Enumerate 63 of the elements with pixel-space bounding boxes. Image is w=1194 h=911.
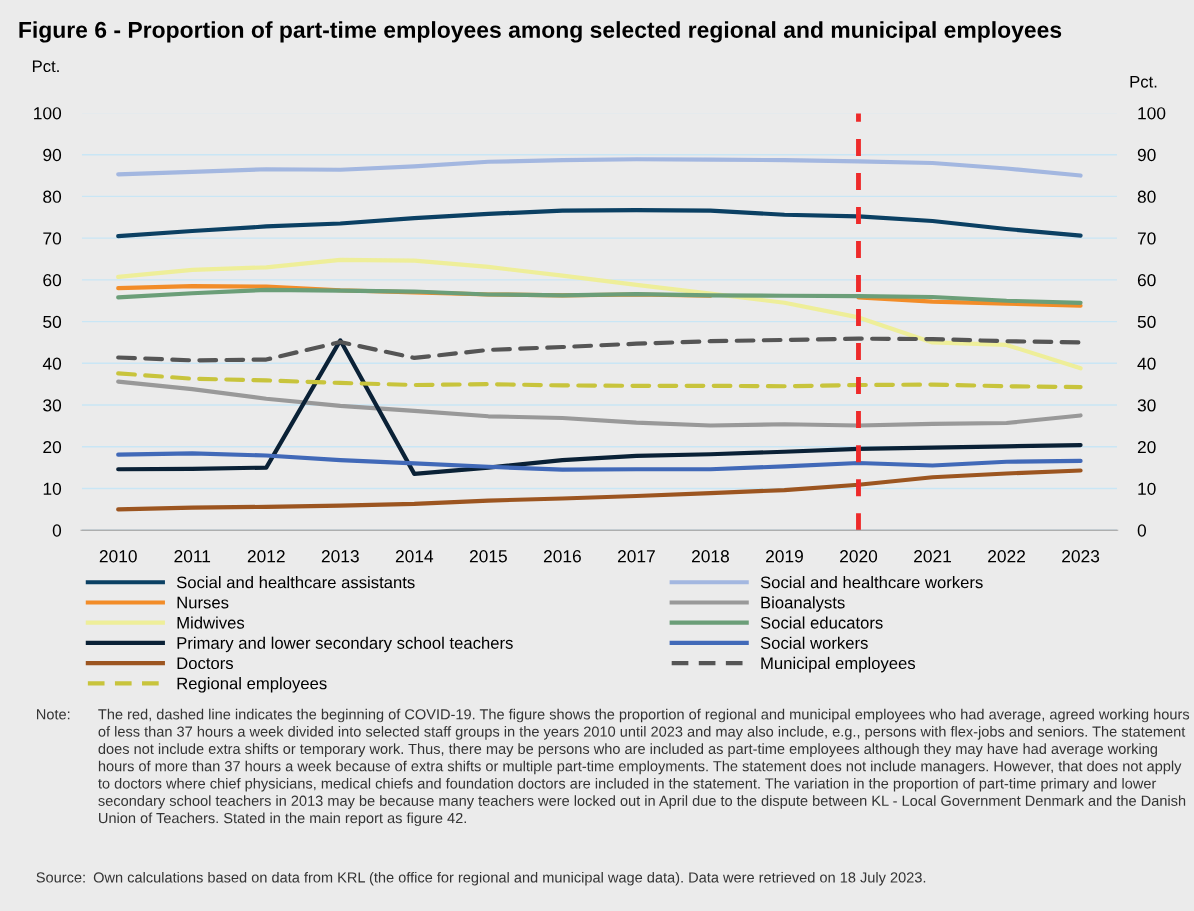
y2-tick-label: 30 [1137,399,1156,412]
y2-tick-label: 80 [1137,190,1156,203]
text: Own calculations based on data from KRL (the office for regional and municipal wage data). Data were retrieved on 18 July 2023. [93,871,926,886]
y2-axis-title: Pct. [1130,76,1157,88]
line-series [116,468,1083,512]
legend-label: Social and healthcare assistants [176,576,415,589]
y2-tick-label: 20 [1137,440,1156,454]
legend-label: Regional employees [177,677,327,693]
x-tick-label: 2019 [766,550,803,563]
y2-tick-label: 90 [1137,148,1156,162]
x-tick-label: 2020 [840,550,878,563]
y2-tick-label: 100 [1138,107,1166,120]
legend-label: Municipal employees [761,656,916,673]
y-tick-label: 30 [43,399,62,412]
y2-tick-label: 40 [1137,357,1156,370]
y-tick-label: 20 [43,440,62,454]
x-tick-label: 2017 [617,550,655,563]
x-tick-label: 2021 [914,550,951,563]
y-tick-label: 90 [43,148,62,162]
y2-tick-label: 70 [1137,232,1156,245]
chart-title: Figure 6 - Proportion of part-time employees among selected regional and municipal employees [19,21,1062,43]
line-series [116,338,1083,476]
line-series [116,336,1083,363]
x-tick-label: 2022 [988,550,1025,563]
x-tick-label: 2012 [247,550,285,563]
line-series [116,379,1083,428]
y-axis-title: Pct. [32,60,59,73]
legend-label: Nurses [177,596,229,609]
line-series [116,157,1083,178]
y2-tick-label: 0 [1137,524,1146,537]
legend-label: Primary and lower secondary school teachers [177,636,513,653]
line-series [116,451,1083,472]
y-tick-label: 60 [43,274,62,287]
line-series [116,371,1083,390]
y-tick-label: 0 [52,524,62,537]
x-tick-label: 2018 [691,550,729,563]
source-note: Source: [36,872,85,883]
x-tick-label: 2016 [543,550,581,563]
y-tick-label: 40 [42,357,62,370]
y-tick-label: 100 [34,107,62,120]
y2-tick-label: 10 [1138,482,1156,495]
x-tick-label: 2014 [395,550,434,563]
y-tick-label: 80 [43,190,62,203]
line-series [116,257,1083,371]
x-tick-label: 2013 [321,550,359,563]
legend-label: Midwives [177,616,245,629]
legend-label: Bioanalysts [761,596,845,612]
legend-label: Doctors [177,657,234,670]
legend-label: Social and healthcare workers [760,576,983,589]
x-tick-label: 2011 [174,550,211,563]
x-tick-label: 2015 [469,550,507,563]
y-tick-label: 50 [43,315,62,329]
y2-tick-label: 50 [1137,315,1156,329]
y2-tick-label: 60 [1137,274,1156,287]
text: The red, dashed line indicates the beginning of COVID-19. The figure shows the proportion of regional and municipal employees who had average, agreed working hours of less than 37 hours a week divided into selected staff groups in the years 2010 until 2023 and may also include, e.g., persons with flex-jobs and seniors. The statement does not include extra shifts or temporary work. Thus, there may be persons who are included as part-time employees although they may have had average working hours of more than 37 hours a week because of extra shifts or multiple part-time employments. The statement does not include managers. However, that does not apply to doctors where chief physicians, medical chiefs and foundation doctors are included in the statement. The variation in the proportion of part-time primary and lower secondary school teachers in 2013 may be because many teachers were locked out in April due to the dispute between KL - Local Government Denmark and the Danish Union of Teachers. Stated in the main report as figure 42. [98,708,1190,827]
y-tick-label: 70 [43,232,62,245]
legend-label: Social workers [760,636,868,649]
x-tick-label: 2023 [1062,550,1100,563]
legend-label: Social educators [760,616,883,629]
line-series [116,208,1083,239]
y-tick-label: 10 [43,482,62,495]
x-tick-label: 2010 [99,550,137,563]
text: Note: [37,709,70,720]
